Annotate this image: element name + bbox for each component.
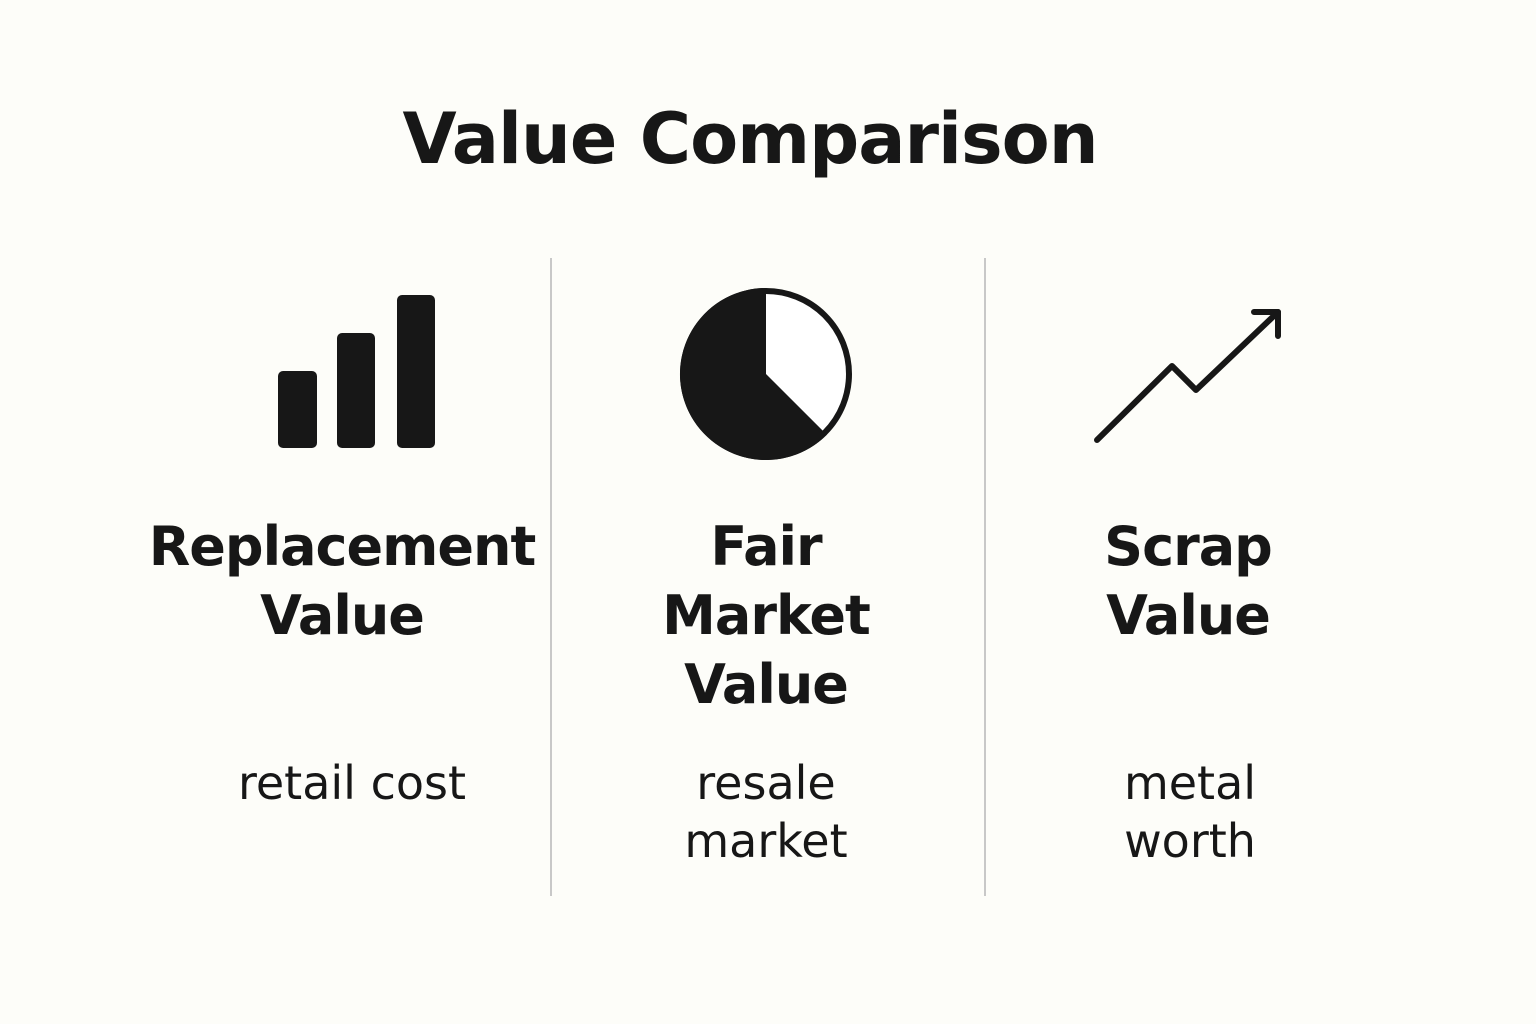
column-description: metal worth [980,754,1400,870]
column-heading: Fair Market Value [556,512,976,719]
column-heading: Replacement Value [132,512,552,650]
column-divider [984,258,986,896]
description-line: resale [696,756,836,810]
bar-chart-icon [278,295,435,448]
heading-line: Value [684,653,849,716]
heading-line: Value [1106,584,1271,647]
column-description: resale market [556,754,976,870]
heading-line: Market [662,584,871,647]
column-divider [550,258,552,896]
heading-line: Fair [710,515,822,578]
description-line: retail cost [237,756,467,810]
pie-chart-icon [679,288,852,460]
description-line: metal [1123,756,1257,810]
heading-line: Scrap [1104,515,1273,578]
column-description: retail cost [142,754,562,812]
heading-line: Replacement [148,515,537,578]
column-heading: Scrap Value [978,512,1398,650]
trend-up-arrow-icon [1094,309,1281,443]
description-line: market [684,814,848,868]
heading-line: Value [260,584,425,647]
description-line: worth [1124,814,1256,868]
page-title: Value Comparison [402,98,1098,180]
